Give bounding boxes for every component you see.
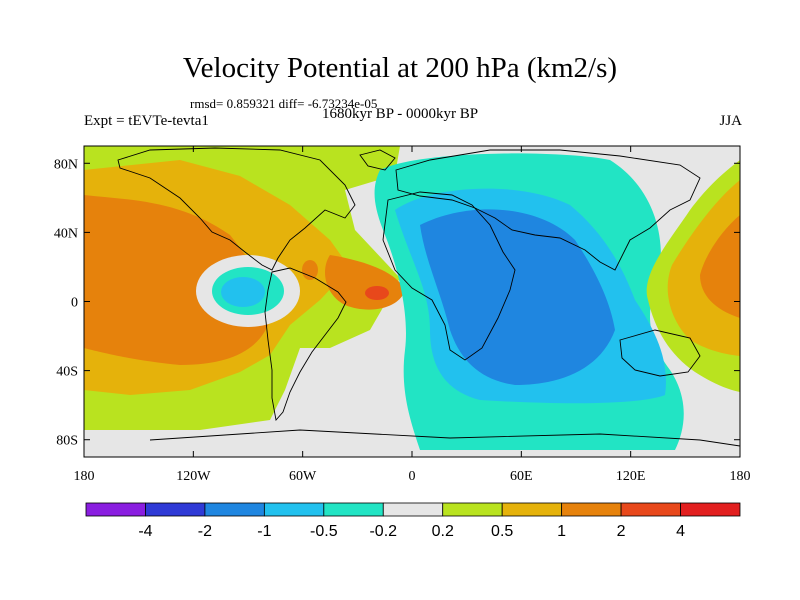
- y-tick-label: 80N: [54, 157, 78, 172]
- colorbar-label: 2: [617, 523, 626, 540]
- x-axis: 180 120W 60W 0 60E 120E 180: [74, 146, 751, 484]
- colorbar-label: -2: [198, 523, 212, 540]
- x-tick-label: 120E: [616, 469, 646, 484]
- contour-fill-pos-1-east: [700, 215, 740, 318]
- colorbar-swatch: [323, 502, 384, 517]
- colorbar-label: 1: [557, 523, 566, 540]
- colorbar-swatch: [204, 502, 265, 517]
- map-title: Velocity Potential at 200 hPa (km2/s): [182, 52, 618, 84]
- experiment-label: Expt = tEVTe-tevta1: [84, 113, 209, 129]
- colorbar-label: -0.2: [369, 523, 397, 540]
- season-label: JJA: [719, 113, 742, 129]
- x-tick-label: 0: [409, 469, 416, 484]
- colorbar-swatch: [620, 502, 681, 517]
- south-america-outline: [264, 267, 347, 421]
- colorbar-swatch: [145, 502, 206, 517]
- x-tick-label: 180: [730, 469, 751, 484]
- eurasia-outline: [395, 149, 701, 271]
- x-tick-label: 60W: [289, 469, 317, 484]
- y-tick-label: 80S: [56, 434, 78, 449]
- greenland-outline: [359, 149, 396, 171]
- x-tick-label: 120W: [176, 469, 211, 484]
- period-label: 1680kyr BP - 0000kyr BP: [321, 106, 479, 122]
- contour-fill-neg-1: [420, 209, 615, 385]
- contour-fill-pos-2: [365, 286, 389, 300]
- y-tick-label: 40S: [56, 365, 78, 380]
- colorbar-swatch: [442, 502, 503, 517]
- colorbar-swatch: [263, 502, 325, 517]
- x-tick-label: 180: [74, 469, 95, 484]
- australia-outline: [619, 329, 701, 377]
- y-axis: 80N 40N 0 40S 80S: [54, 157, 740, 449]
- colorbar-swatch: [85, 502, 146, 517]
- colorbar-swatch: [501, 502, 563, 517]
- colorbar-swatch: [680, 502, 741, 517]
- colorbar-swatch: [382, 502, 444, 517]
- field-layer: [84, 146, 740, 457]
- coastlines: [117, 147, 740, 447]
- contour-fill-pos-1-small: [302, 260, 318, 280]
- colorbar: -4 -2 -1 -0.5 -0.2 0.2 0.5 1 2 4: [85, 502, 741, 540]
- africa-outline: [382, 191, 516, 361]
- x-tick-label: 60E: [510, 469, 533, 484]
- north-america-outline: [117, 147, 356, 271]
- colorbar-label: 4: [676, 523, 685, 540]
- colorbar-label: 0.2: [432, 523, 454, 540]
- colorbar-swatch: [561, 502, 622, 517]
- colorbar-label: -4: [138, 523, 152, 540]
- y-tick-label: 0: [71, 296, 78, 311]
- colorbar-label: -1: [257, 523, 271, 540]
- antarctica-outline: [149, 429, 740, 447]
- stats-text: rmsd= 0.859321 diff= -6.73234e-05: [190, 96, 378, 111]
- contour-fill-neg-0_5-bubble: [221, 277, 265, 307]
- y-tick-label: 40N: [54, 226, 78, 241]
- colorbar-label: -0.5: [310, 523, 338, 540]
- colorbar-label: 0.5: [491, 523, 513, 540]
